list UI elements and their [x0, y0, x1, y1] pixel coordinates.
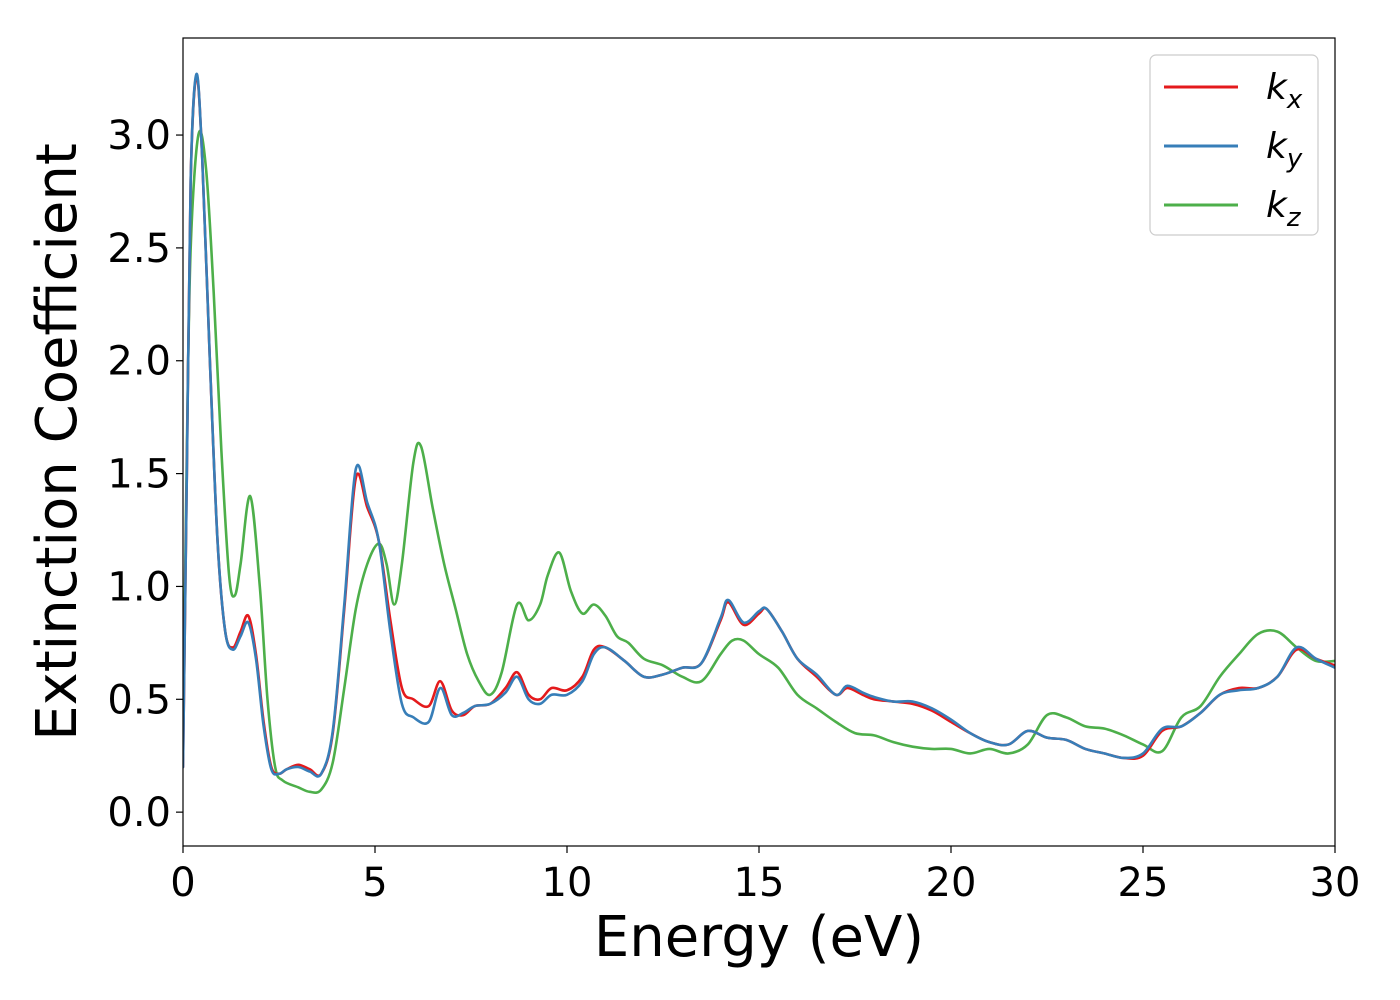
y-axis: 0.0 0.5 1.0 1.5 2.0 2.5 3.0	[107, 113, 183, 836]
y-tick-label: 1.0	[107, 564, 171, 610]
y-axis-label: Extinction Coefficient	[25, 143, 90, 741]
y-tick-label: 2.0	[107, 339, 171, 385]
y-tick-label: 0.5	[107, 677, 171, 723]
legend-label-kx: kx	[1266, 67, 1303, 115]
legend: kx ky kz	[1149, 54, 1319, 236]
x-tick-label: 10	[542, 860, 593, 906]
series-line-kz	[183, 129, 1335, 794]
y-tick-label: 2.5	[107, 226, 171, 272]
x-tick-label: 15	[734, 860, 785, 906]
y-tick-label: 1.5	[107, 452, 171, 498]
series-layer	[183, 72, 1335, 794]
legend-label-kz: kz	[1266, 185, 1302, 233]
x-axis: 0 5 10 15 20 25 30	[170, 846, 1360, 906]
series-line-ky	[183, 72, 1335, 778]
y-tick-label: 0.0	[107, 790, 171, 836]
legend-label-ky: ky	[1266, 126, 1303, 174]
x-tick-label: 25	[1118, 860, 1169, 906]
y-tick-label: 3.0	[107, 113, 171, 159]
x-axis-label: Energy (eV)	[594, 905, 924, 970]
x-tick-label: 0	[170, 860, 195, 906]
x-tick-label: 30	[1310, 860, 1361, 906]
x-tick-label: 5	[362, 860, 387, 906]
x-tick-label: 20	[926, 860, 977, 906]
